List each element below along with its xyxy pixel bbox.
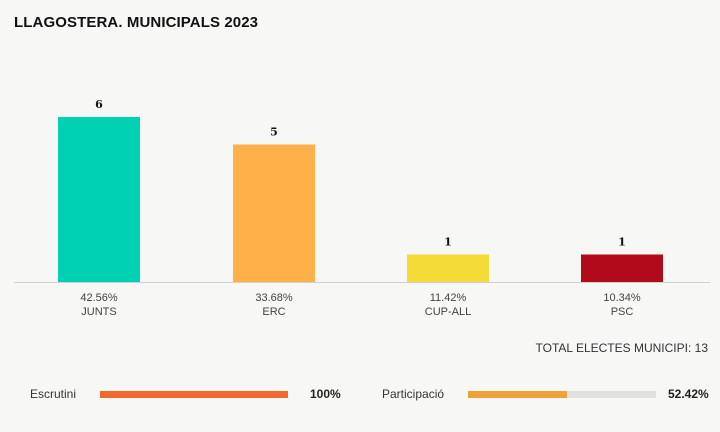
bar-cup-all: [407, 254, 489, 282]
category-label-psc: PSC: [611, 306, 634, 318]
participacio-fill: [468, 391, 567, 398]
data-label-cup-all: 1: [444, 236, 452, 249]
escrutini-value: 100%: [310, 387, 341, 401]
bar-junts: [58, 117, 140, 282]
escrutini-meter: Escrutini 100%: [30, 384, 350, 404]
participacio-meter: Participació 52.42%: [382, 384, 712, 404]
escrutini-fill: [100, 391, 288, 398]
percent-label-erc: 33.68%: [255, 292, 293, 304]
percent-label-psc: 10.34%: [603, 292, 641, 304]
escrutini-label: Escrutini: [30, 387, 77, 401]
data-label-psc: 1: [618, 236, 626, 249]
bar-erc: [233, 144, 315, 282]
participacio-label: Participació: [382, 387, 445, 401]
participacio-value: 52.42%: [668, 387, 709, 401]
total-elected-label: TOTAL ELECTES MUNICIPI: 13: [535, 341, 709, 355]
category-label-erc: ERC: [262, 306, 285, 318]
bar-chart: 6 42.56% JUNTS 5 33.68% ERC 1 11.42% CUP-ALL 1 10.…: [14, 98, 710, 318]
chart-title: LLAGOSTERA. MUNICIPALS 2023: [14, 14, 259, 31]
data-label-erc: 5: [270, 126, 278, 139]
percent-label-cup-all: 11.42%: [430, 292, 467, 304]
escrutini-track: [100, 391, 288, 398]
category-label-cup-all: CUP-ALL: [425, 306, 471, 318]
participacio-track: [468, 391, 656, 398]
percent-label-junts: 42.56%: [80, 292, 118, 304]
category-label-junts: JUNTS: [81, 306, 116, 318]
bar-psc: [581, 254, 663, 282]
data-label-junts: 6: [95, 98, 103, 111]
